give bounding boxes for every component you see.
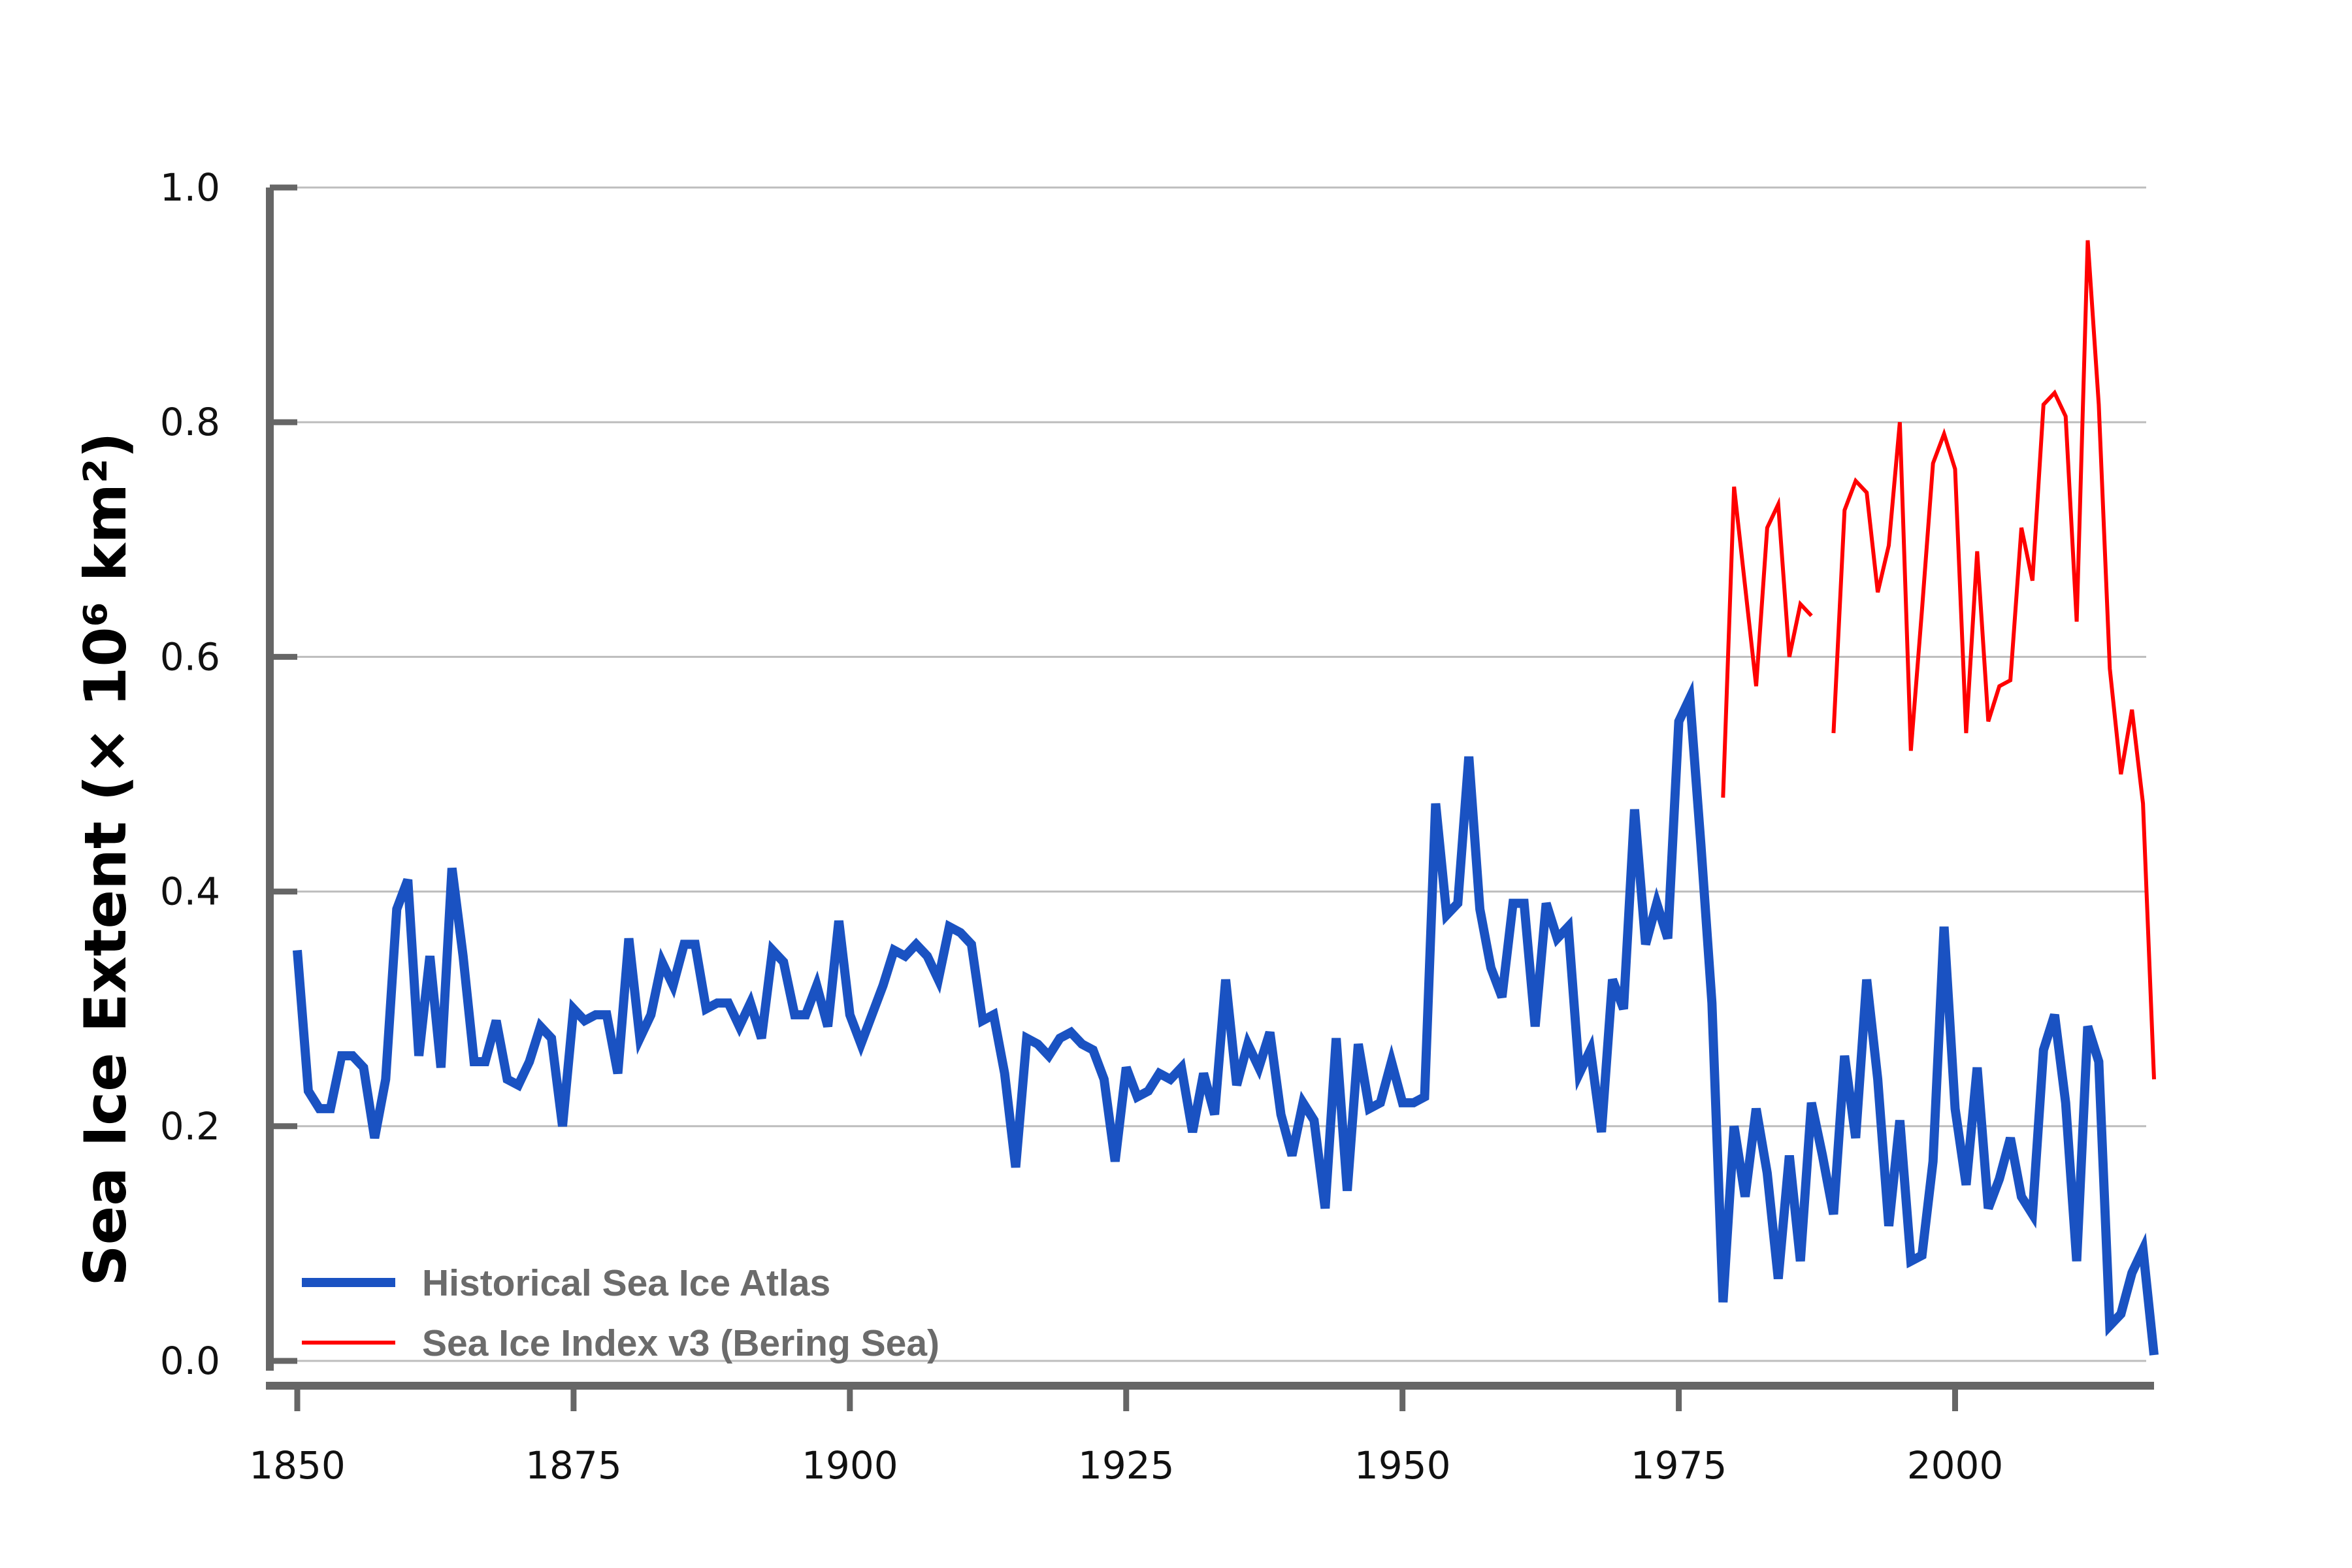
x-tick-label-1900: 1900 [802, 1443, 898, 1488]
y-axis-title: Sea Ice Extent (× 10⁶ km²) [72, 432, 139, 1286]
legend-label-historical: Historical Sea Ice Atlas [422, 1262, 830, 1304]
y-tick-label-0.0: 0.0 [160, 1339, 220, 1383]
y-tick-label-0.8: 0.8 [160, 400, 220, 444]
legend: Historical Sea Ice Atlas Sea Ice Index v… [302, 1262, 939, 1364]
series-line-sea-ice-index-v3-bering-sea [1721, 240, 2156, 1080]
x-tick-label-1925: 1925 [1078, 1443, 1175, 1488]
x-ticks: 1850 1875 1900 1925 1950 1975 2000 [249, 1386, 2003, 1488]
legend-label-sea-ice-index: Sea Ice Index v3 (Bering Sea) [422, 1322, 939, 1364]
y-tick-label-1.0: 1.0 [160, 165, 220, 210]
x-tick-label-1975: 1975 [1631, 1443, 1727, 1488]
x-tick-label-2000: 2000 [1907, 1443, 2004, 1488]
axes [266, 188, 2154, 1390]
x-tick-label-1875: 1875 [525, 1443, 622, 1488]
x-tick-label-1850: 1850 [249, 1443, 346, 1488]
y-tick-label-0.6: 0.6 [160, 634, 220, 679]
series-lines [293, 240, 2159, 1356]
y-ticks: 0.0 0.2 0.4 0.6 0.8 1.0 [160, 165, 297, 1383]
y-tick-label-0.4: 0.4 [160, 870, 220, 914]
series-line-historical-sea-ice-atlas [293, 680, 2159, 1356]
x-tick-label-1950: 1950 [1354, 1443, 1451, 1488]
gridlines [297, 186, 2146, 1362]
y-tick-label-0.2: 0.2 [160, 1104, 220, 1149]
